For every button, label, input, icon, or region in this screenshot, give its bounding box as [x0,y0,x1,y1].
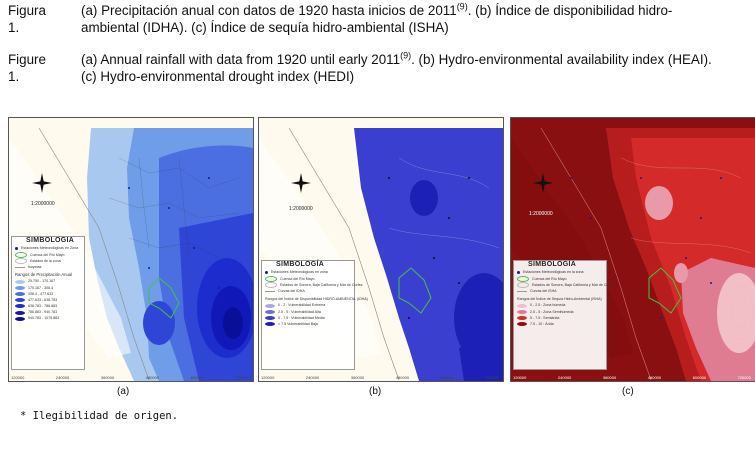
footnote: * Ilegibilidad de origen. [20,410,179,422]
map-a-scale: 1:2000000 [31,201,55,207]
caption-spanish-line1: (a) Precipitación anual con datos de 192… [81,3,457,18]
legend-range: 0 - 2 : Vulnerabilidad Extrema [265,303,354,309]
map-a-legend-title: SIMBOLOGIA [26,237,75,244]
legend-range: > 7.5 Vulnerabilidad Baja [265,321,354,327]
caption-spanish-label: Figura 1. [8,3,46,35]
legend-range: 7.5 - 10 : Árida [517,321,606,327]
legend-range: 308.4 - 477.633 [15,291,84,297]
map-a-x-ticks: 120000 240000 360000 480000 600000 720000 [11,375,249,380]
map-c-scale: 1:2000000 [529,211,553,217]
legend-item: Cuenca del Río Mayo [265,275,354,282]
legend-item: Estaciones Meteorológicas en Zona [15,246,84,252]
legend-range: 170.167 - 308.4 [15,285,84,291]
sublabel-a: (a) [117,386,130,397]
map-c-legend: SIMBOLOGÍA Estaciones Meteorológicas en … [513,260,615,370]
caption-english-label: Figure 1. [8,52,46,84]
legend-range: 2.5 - 5 : Zona Semihúmeda [517,309,606,315]
legend-range: 29.750 - 170.167 [15,279,84,285]
legend-range: 5 - 7.5 : Semiárida [517,315,606,321]
legend-item: Estaciones Meteorológicas en zona [265,270,354,276]
map-b-legend-title: SIMBOLOGÍA [276,261,325,268]
contour-symbol [15,266,25,268]
map-availability-index: 1:2000000 SIMBOLOGÍA Estaciones Meteorol… [258,117,504,382]
map-annual-rainfall: 1:2000000 SIMBOLOGIA Estaciones Meteorol… [8,117,254,382]
map-b-graphic [259,118,503,381]
caption-english-line2: (c) Hydro-environmental drought index (H… [81,69,355,84]
legend-subtitle: Rangos de Precipitación Anual [15,272,73,278]
contour-symbol [265,290,275,292]
map-c-legend-title: SIMBOLOGÍA [528,261,577,268]
legend-range: 5 - 7.5 : Vulnerabilidad Media [265,315,354,321]
legend-subtitle: Rangos del Índice de Disponibilidad HIDR… [265,297,368,302]
legend-item: Cuenca del Río Mayo [15,251,84,258]
map-c-x-ticks: 120000 240000 360000 480000 600000 720000 [513,375,751,380]
caption-spanish-ref: (9) [456,1,468,12]
states-symbol [15,258,27,265]
legend-item: Estados de la zona [15,258,84,265]
legend-item: Estados de Sonora, Baja California y Mar… [517,282,615,289]
station-symbol [265,271,268,275]
caption-spanish-line2: ambiental (IDHA). (c) Índice de sequía h… [81,20,449,35]
caption-english-line1-end: . (b) Hydro-environmental availability i… [411,52,712,67]
station-symbol [15,247,18,251]
legend-range: 2.5 - 5 : Vulnerabilidad Alta [265,309,354,315]
caption-english-ref: (9) [400,50,412,61]
legend-range: 940.783 - 1079.883 [15,316,84,322]
caption-spanish-line1-end: . (b) Índice de disponibilidad hidro- [467,3,673,18]
states-symbol [517,282,529,289]
sublabel-b: (b) [369,386,382,397]
map-a-graphic [9,118,253,381]
legend-item: Isoyetas [15,264,84,270]
legend-range: 786.883 - 940.783 [15,309,84,315]
legend-range: 638.783 - 786.883 [15,303,84,309]
basin-symbol [265,275,277,282]
station-symbol [517,271,520,275]
contour-symbol [517,290,527,292]
legend-item: Estaciones Meteorológicas en la zona [517,270,606,276]
legend-subtitle: Rangos del Índice de Sequía Hidro-Ambien… [517,297,602,302]
map-a-legend: SIMBOLOGIA Estaciones Meteorológicas en … [11,236,85,370]
legend-range: 477.633 - 638.783 [15,297,84,303]
basin-symbol [517,275,529,282]
map-b-legend: SIMBOLOGÍA Estaciones Meteorológicas en … [261,260,368,370]
map-b-scale: 1:2000000 [289,206,313,212]
legend-item: Curvas del ISHA [517,288,606,294]
map-drought-index: 1:2000000 SIMBOLOGÍA Estaciones Meteorol… [510,117,755,382]
states-symbol [265,282,277,289]
basin-symbol [15,251,27,258]
legend-item: Cuenca del Río Mayo [517,275,606,282]
legend-range: 0 - 2.5 : Zona húmeda [517,303,606,309]
sublabel-c: (c) [622,386,634,397]
legend-item: Curvas del IDHA [265,288,354,294]
caption-english-line1: (a) Annual rainfall with data from 1920 … [81,52,401,67]
legend-item: Estados de Sonora, Baja California y Mar… [265,282,363,289]
map-b-x-ticks: 120000 240000 360000 480000 600000 720000 [261,375,499,380]
